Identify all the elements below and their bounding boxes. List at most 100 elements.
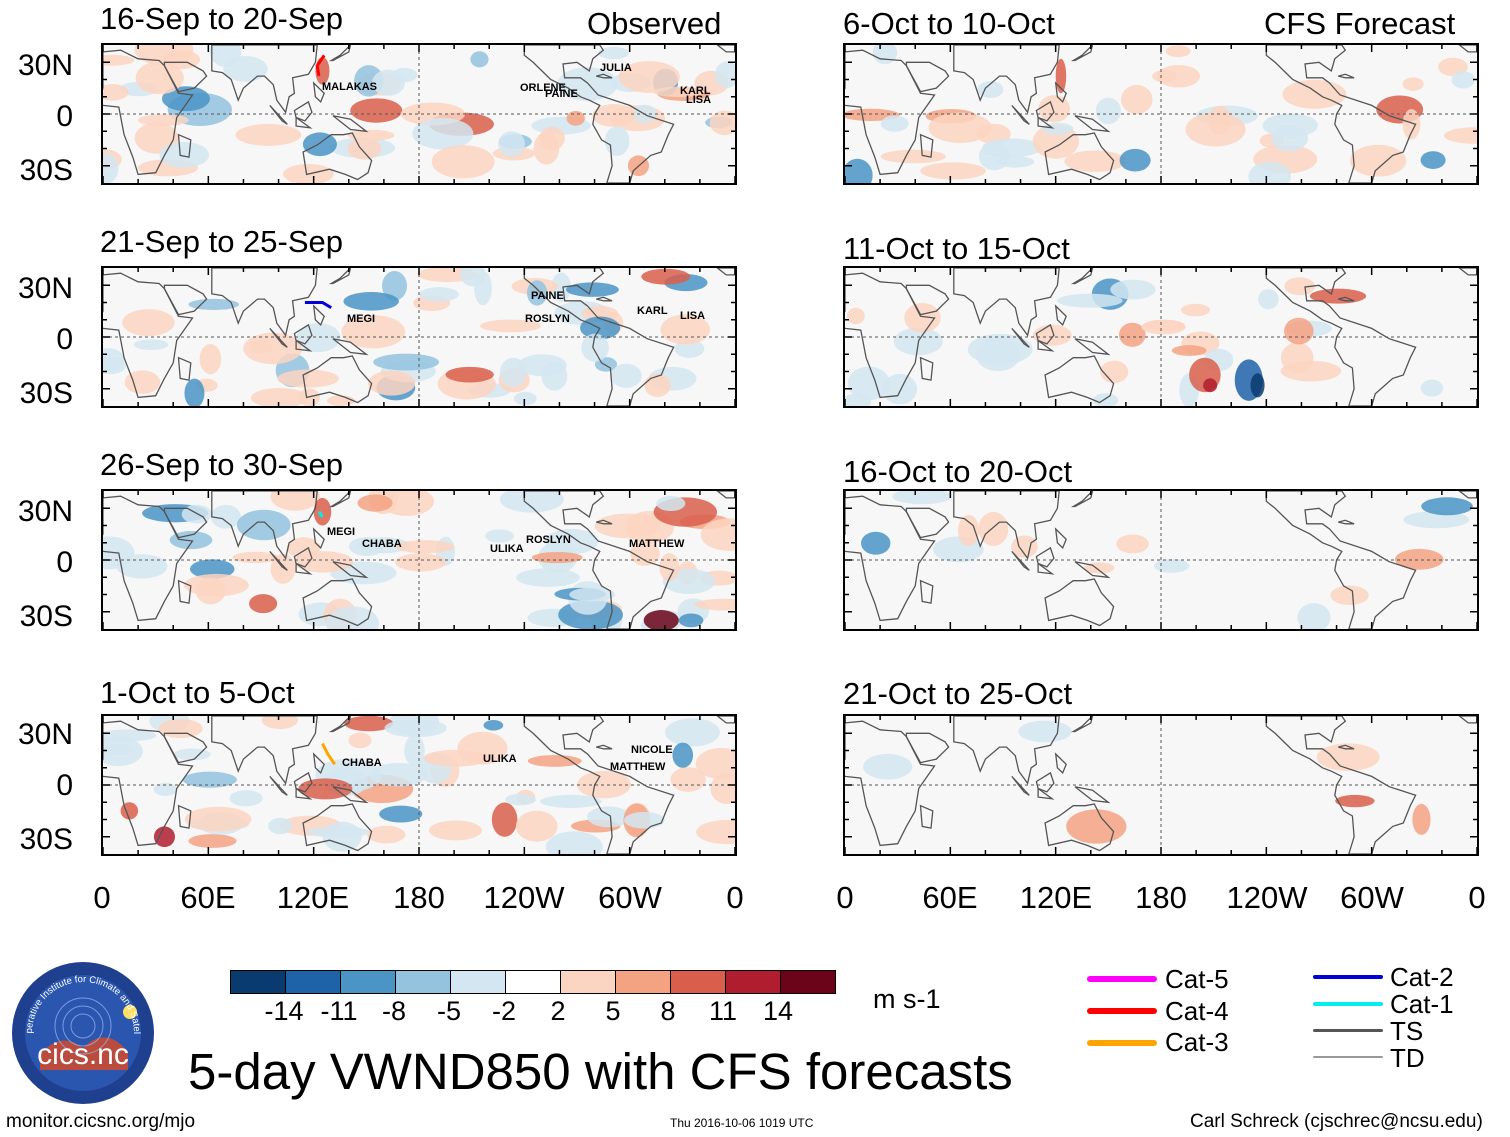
anomaly-contour: [286, 537, 321, 559]
coastline: [596, 296, 613, 302]
storm-label: MALAKAS: [322, 81, 377, 93]
coastline: [312, 81, 325, 104]
coastline: [1070, 45, 1094, 62]
anomaly-contour: [395, 553, 446, 572]
coastline: [1011, 104, 1030, 125]
coastline: [211, 45, 318, 114]
map-panel-observed-3: [101, 489, 737, 631]
anomaly-contour: [1116, 534, 1150, 554]
coastline: [1011, 550, 1030, 571]
anomaly-contour: [1119, 148, 1151, 172]
anomaly-contour: [367, 825, 406, 844]
anomaly-contour: [445, 366, 494, 383]
coastline: [1011, 327, 1030, 348]
map-svg: [845, 268, 1477, 406]
colorbar-swatch: [780, 970, 836, 994]
anomaly-contour: [1421, 497, 1473, 516]
map-panel-observed-2: [101, 266, 737, 408]
anomaly-contour: [623, 811, 665, 829]
y-tick: 30S: [19, 600, 73, 633]
anomaly-contour: [1165, 45, 1191, 58]
legend-label: Cat-1: [1390, 989, 1454, 1019]
coastline: [716, 716, 735, 724]
map-panel-forecast-3: [843, 489, 1479, 631]
anomaly-contour: [581, 333, 609, 362]
coastline: [1037, 787, 1055, 800]
anomaly-contour: [349, 537, 385, 557]
colorbar-tick: -2: [491, 996, 517, 1026]
legend-label: Cat-5: [1165, 964, 1229, 994]
anomaly-contour: [134, 45, 194, 66]
storm-label: ROSLYN: [526, 534, 571, 546]
coastline: [163, 507, 208, 539]
anomaly-contour: [845, 158, 873, 183]
anomaly-contour: [347, 137, 382, 160]
anomaly-contour: [116, 554, 168, 579]
x-tick: 60E: [180, 880, 236, 915]
anomaly-contour: [541, 361, 568, 391]
anomaly-contour: [277, 369, 339, 388]
anomaly-contour: [249, 594, 278, 614]
coastline: [332, 786, 369, 804]
anomaly-contour: [343, 291, 399, 311]
anomaly-contour: [1280, 342, 1314, 374]
anomaly-contour: [195, 577, 226, 605]
anomaly-contour: [103, 729, 157, 742]
coastline: [163, 732, 208, 764]
colorbar-swatch: [615, 970, 671, 994]
legend-label: TS: [1390, 1016, 1424, 1046]
anomaly-contour: [133, 339, 169, 351]
colorbar-tick: 2: [550, 996, 566, 1026]
anomaly-contour: [696, 820, 735, 845]
coastline: [103, 720, 194, 847]
coastline: [845, 720, 936, 847]
storm-label: MATTHEW: [610, 761, 666, 773]
coastline: [523, 491, 675, 629]
legend-swatch-cat4: [1087, 1008, 1157, 1014]
footer-url: monitor.cicsnc.org/mjo: [6, 1111, 196, 1132]
anomaly-contour: [846, 307, 865, 325]
colorbar-tick: 14: [762, 996, 794, 1026]
anomaly-contour: [845, 393, 872, 406]
legend-swatch-cat1: [1313, 1002, 1383, 1006]
coastline: [716, 268, 735, 276]
map-panel-observed-4: [101, 714, 737, 856]
storm-label: MEGI: [347, 313, 376, 325]
coastline: [328, 491, 352, 508]
coastline: [312, 527, 325, 550]
map-svg: [103, 491, 735, 629]
map-panel-forecast-4: [843, 714, 1479, 856]
anomaly-contour: [594, 513, 662, 539]
anomaly-contour: [412, 118, 474, 150]
coastline: [163, 61, 208, 93]
colorbar-tick: 5: [605, 996, 621, 1026]
legend-label: TD: [1390, 1043, 1425, 1073]
coastline: [295, 339, 313, 352]
anomaly-contour: [384, 718, 447, 738]
anomaly-contour: [665, 718, 720, 747]
coastline: [1074, 561, 1111, 579]
coastline: [295, 787, 313, 800]
anomaly-contour: [861, 531, 891, 555]
legend-swatch-cat2: [1313, 975, 1383, 979]
anomaly-contour: [551, 272, 572, 302]
anomaly-contour: [199, 343, 222, 375]
y-tick: 30S: [19, 154, 73, 187]
anomaly-contour: [103, 84, 129, 101]
colorbar-tick: -14: [264, 996, 304, 1026]
coastline: [1338, 519, 1355, 525]
y-tick: 30N: [17, 49, 73, 82]
anomaly-contour: [460, 268, 486, 287]
anomaly-contour: [709, 110, 735, 136]
coastline: [302, 132, 373, 181]
y-tick: 0: [56, 100, 73, 133]
coastline: [919, 579, 934, 604]
anomaly-contour: [209, 45, 242, 67]
anomaly-contour: [124, 370, 161, 394]
x-tick: 120W: [1226, 880, 1308, 915]
anomaly-contour: [236, 509, 291, 541]
coastline: [293, 546, 313, 568]
coastline: [163, 284, 208, 316]
anomaly-contour: [695, 747, 735, 780]
anomaly-contour: [188, 298, 240, 310]
